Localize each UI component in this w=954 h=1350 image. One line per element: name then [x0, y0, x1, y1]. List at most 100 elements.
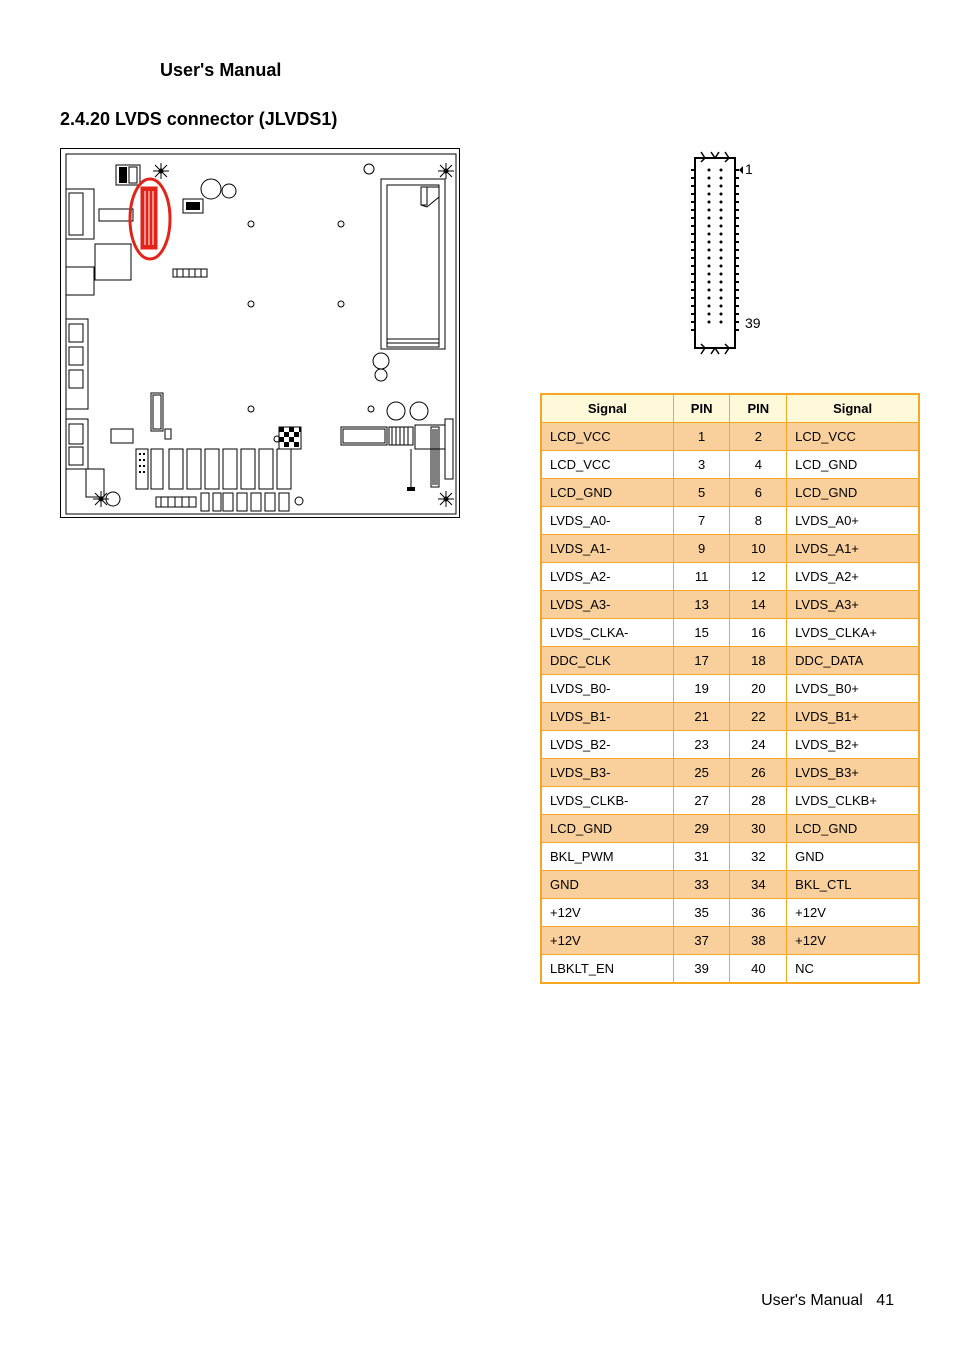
table-row: LVDS_B3-2526LVDS_B3+ [541, 759, 919, 787]
table-cell: LVDS_A2- [541, 563, 673, 591]
table-cell: 15 [673, 619, 730, 647]
table-cell: LCD_GND [541, 479, 673, 507]
pin1-label: 1 [745, 161, 753, 177]
table-cell: GND [541, 871, 673, 899]
table-cell: 27 [673, 787, 730, 815]
table-cell: LVDS_CLKA- [541, 619, 673, 647]
col-pin-l: PIN [673, 394, 730, 423]
table-cell: LVDS_B3+ [787, 759, 919, 787]
table-cell: LCD_GND [787, 815, 919, 843]
table-cell: +12V [541, 899, 673, 927]
table-cell: 38 [730, 927, 787, 955]
table-cell: 12 [730, 563, 787, 591]
col-signal-l: Signal [541, 394, 673, 423]
table-cell: LCD_VCC [787, 423, 919, 451]
table-row: LVDS_B0-1920LVDS_B0+ [541, 675, 919, 703]
table-cell: BKL_CTL [787, 871, 919, 899]
table-cell: 3 [673, 451, 730, 479]
col-signal-r: Signal [787, 394, 919, 423]
table-cell: 29 [673, 815, 730, 843]
table-cell: 21 [673, 703, 730, 731]
table-cell: 22 [730, 703, 787, 731]
table-cell: +12V [787, 927, 919, 955]
table-row: LVDS_A2-1112LVDS_A2+ [541, 563, 919, 591]
table-cell: LBKLT_EN [541, 955, 673, 984]
table-row: LCD_GND2930LCD_GND [541, 815, 919, 843]
table-cell: 13 [673, 591, 730, 619]
table-row: LVDS_A1-910LVDS_A1+ [541, 535, 919, 563]
table-cell: LCD_GND [787, 451, 919, 479]
table-cell: LVDS_B2+ [787, 731, 919, 759]
table-cell: 18 [730, 647, 787, 675]
table-cell: 19 [673, 675, 730, 703]
table-cell: BKL_PWM [541, 843, 673, 871]
table-row: +12V3536+12V [541, 899, 919, 927]
table-cell: LCD_GND [787, 479, 919, 507]
table-cell: 11 [673, 563, 730, 591]
table-row: DDC_CLK1718DDC_DATA [541, 647, 919, 675]
table-cell: 26 [730, 759, 787, 787]
table-cell: 14 [730, 591, 787, 619]
pinout-table: Signal PIN PIN Signal LCD_VCC12LCD_VCCLC… [540, 393, 920, 984]
page-header: User's Manual [160, 60, 894, 81]
table-cell: 36 [730, 899, 787, 927]
connector-detail: 1 39 [675, 148, 785, 363]
table-row: +12V3738+12V [541, 927, 919, 955]
table-row: GND3334BKL_CTL [541, 871, 919, 899]
table-cell: LVDS_A3+ [787, 591, 919, 619]
table-cell: 39 [673, 955, 730, 984]
table-row: BKL_PWM3132GND [541, 843, 919, 871]
table-cell: 37 [673, 927, 730, 955]
table-cell: 31 [673, 843, 730, 871]
table-cell: LVDS_CLKB- [541, 787, 673, 815]
table-cell: +12V [541, 927, 673, 955]
table-cell: 28 [730, 787, 787, 815]
table-cell: GND [787, 843, 919, 871]
table-cell: 35 [673, 899, 730, 927]
table-cell: LVDS_B1- [541, 703, 673, 731]
table-cell: LVDS_A1- [541, 535, 673, 563]
table-cell: 23 [673, 731, 730, 759]
table-cell: LVDS_CLKA+ [787, 619, 919, 647]
table-cell: NC [787, 955, 919, 984]
table-cell: 16 [730, 619, 787, 647]
table-cell: 8 [730, 507, 787, 535]
table-cell: LVDS_A2+ [787, 563, 919, 591]
board-diagram [60, 148, 460, 518]
table-row: LVDS_CLKA-1516LVDS_CLKA+ [541, 619, 919, 647]
table-cell: LCD_GND [541, 815, 673, 843]
table-row: LCD_VCC12LCD_VCC [541, 423, 919, 451]
table-cell: LVDS_B1+ [787, 703, 919, 731]
table-cell: LVDS_B0+ [787, 675, 919, 703]
table-cell: 9 [673, 535, 730, 563]
page-number: 41 [876, 1292, 894, 1309]
table-cell: 40 [730, 955, 787, 984]
table-cell: 17 [673, 647, 730, 675]
table-cell: 2 [730, 423, 787, 451]
table-cell: 24 [730, 731, 787, 759]
table-row: LBKLT_EN3940NC [541, 955, 919, 984]
table-row: LVDS_B1-2122LVDS_B1+ [541, 703, 919, 731]
table-cell: LVDS_A0- [541, 507, 673, 535]
table-cell: LCD_VCC [541, 451, 673, 479]
table-cell: 30 [730, 815, 787, 843]
table-row: LCD_GND56LCD_GND [541, 479, 919, 507]
table-cell: LVDS_B0- [541, 675, 673, 703]
table-cell: LVDS_B3- [541, 759, 673, 787]
table-row: LVDS_CLKB-2728LVDS_CLKB+ [541, 787, 919, 815]
table-cell: 4 [730, 451, 787, 479]
table-cell: 1 [673, 423, 730, 451]
table-row: LCD_VCC34LCD_GND [541, 451, 919, 479]
table-cell: LVDS_B2- [541, 731, 673, 759]
table-cell: 6 [730, 479, 787, 507]
table-cell: 34 [730, 871, 787, 899]
table-cell: LVDS_A1+ [787, 535, 919, 563]
table-cell: 33 [673, 871, 730, 899]
table-row: LVDS_A3-1314LVDS_A3+ [541, 591, 919, 619]
table-row: LVDS_A0-78LVDS_A0+ [541, 507, 919, 535]
table-cell: DDC_DATA [787, 647, 919, 675]
table-header-row: Signal PIN PIN Signal [541, 394, 919, 423]
col-pin-r: PIN [730, 394, 787, 423]
table-cell: LCD_VCC [541, 423, 673, 451]
table-cell: +12V [787, 899, 919, 927]
